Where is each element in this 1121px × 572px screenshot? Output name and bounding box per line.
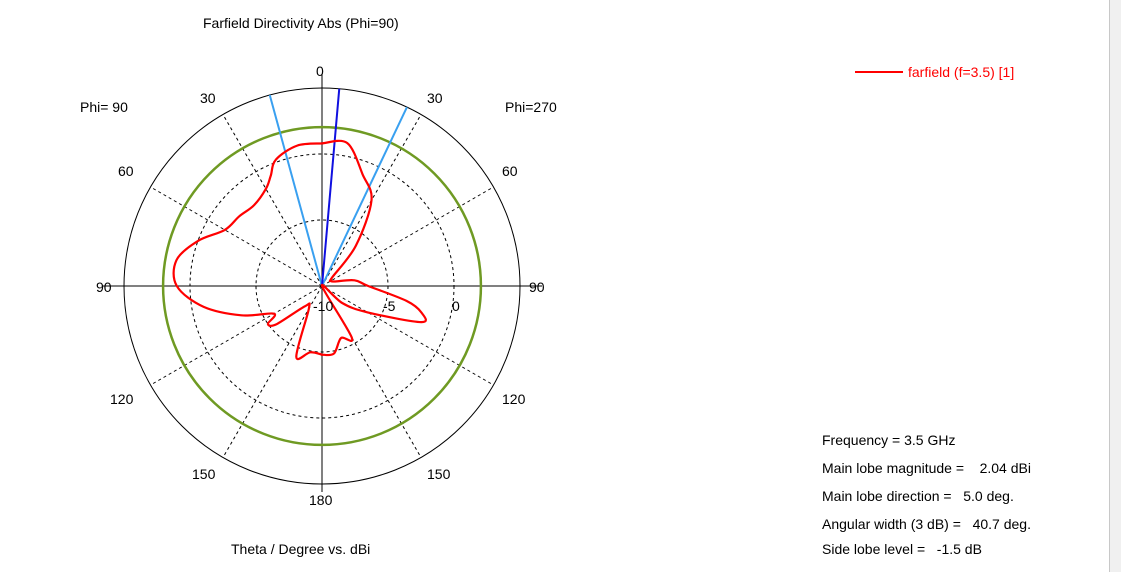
angle-tick-180: 180 — [309, 492, 333, 508]
grid-spoke — [321, 186, 494, 287]
info-main-lobe-direction: Main lobe direction = 5.0 deg. — [822, 488, 1014, 504]
radial-tick-0: 0 — [452, 298, 460, 314]
grid-spoke — [150, 285, 323, 386]
radial-tick-minus10: -10 — [313, 298, 334, 314]
legend-label: farfield (f=3.5) [1] — [908, 64, 1015, 80]
radial-tick-minus5: -5 — [383, 298, 396, 314]
data-series — [172, 139, 427, 361]
farfield-curve — [172, 139, 427, 361]
chart-title: Farfield Directivity Abs (Phi=90) — [203, 15, 399, 31]
beamwidth-line — [268, 94, 323, 287]
phi-right-label: Phi=270 — [505, 99, 557, 115]
grid-spoke — [222, 114, 323, 287]
x-axis-label: Theta / Degree vs. dBi — [231, 541, 371, 557]
angle-tick-30-right: 30 — [427, 90, 443, 106]
angle-tick-90-left: 90 — [96, 279, 112, 295]
info-frequency: Frequency = 3.5 GHz — [822, 432, 956, 448]
angle-tick-60-left: 60 — [118, 163, 134, 179]
grid-spoke — [321, 285, 494, 386]
angle-tick-120-left: 120 — [110, 391, 134, 407]
angle-tick-120-right: 120 — [502, 391, 526, 407]
beamwidth-line — [321, 106, 408, 287]
angle-tick-150-right: 150 — [427, 466, 451, 482]
info-angular-width: Angular width (3 dB) = 40.7 deg. — [822, 516, 1031, 532]
angle-tick-30-left: 30 — [200, 90, 216, 106]
grid-spoke — [222, 285, 323, 458]
main-lobe-direction-line — [321, 88, 341, 287]
grid-spoke — [150, 186, 323, 287]
vertical-scrollbar[interactable] — [1109, 0, 1121, 572]
info-side-lobe-level: Side lobe level = -1.5 dB — [822, 541, 982, 557]
angle-tick-60-right: 60 — [502, 163, 518, 179]
info-main-lobe-magnitude: Main lobe magnitude = 2.04 dBi — [822, 460, 1031, 476]
main-lobe-magnitude-circle — [161, 125, 483, 447]
reference-lines — [161, 88, 483, 447]
angle-tick-90-right: 90 — [529, 279, 545, 295]
angle-tick-0: 0 — [316, 63, 324, 79]
phi-left-label: Phi= 90 — [80, 99, 128, 115]
angle-tick-150-left: 150 — [192, 466, 216, 482]
